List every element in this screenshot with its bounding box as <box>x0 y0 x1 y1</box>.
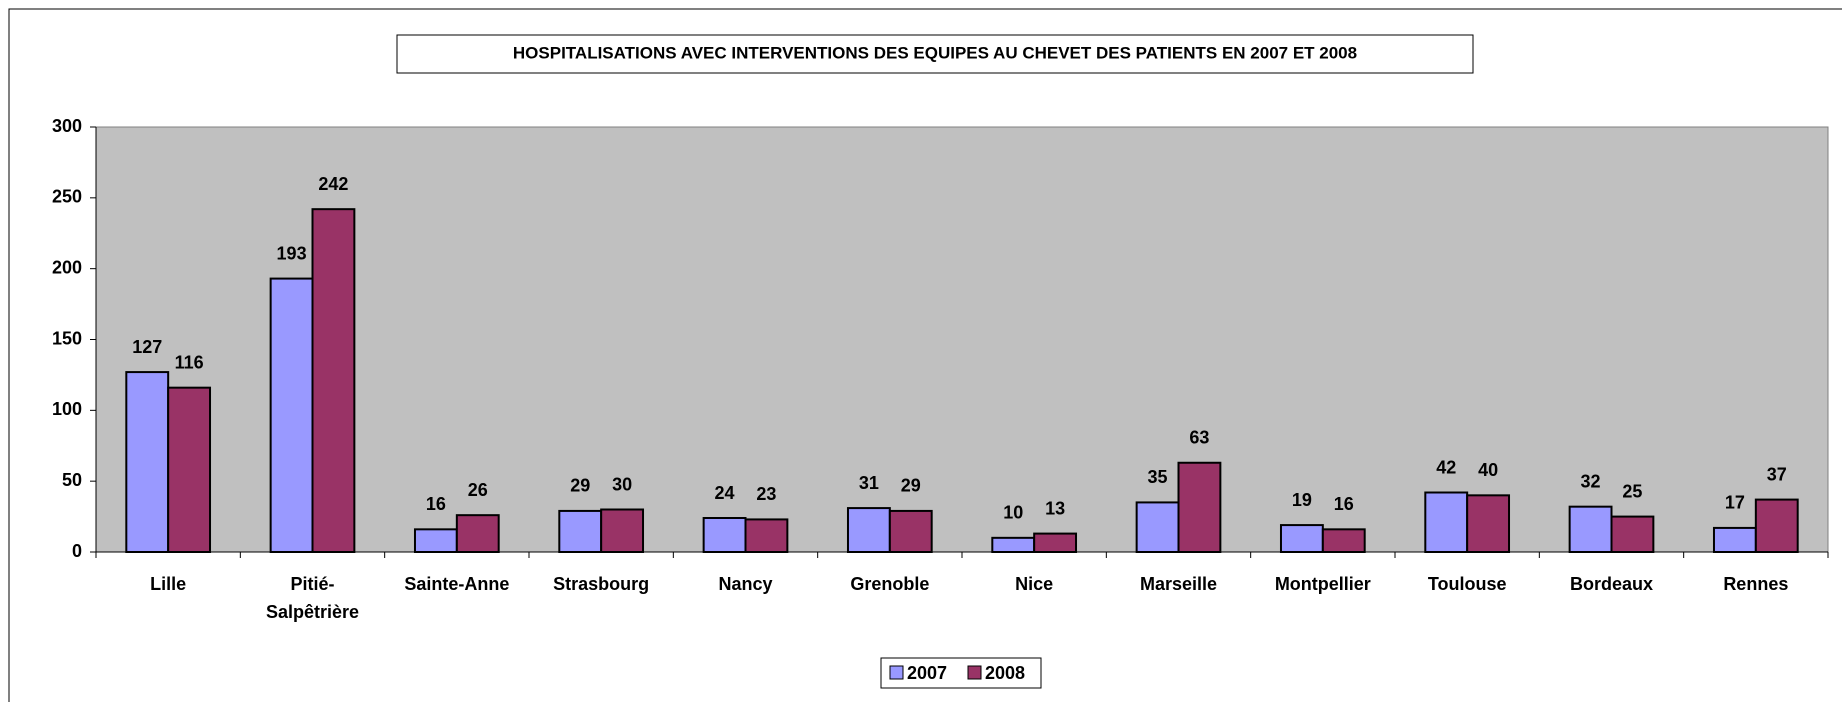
bar <box>1033 532 1078 553</box>
data-label: 116 <box>175 352 204 372</box>
bar <box>558 509 603 553</box>
data-label: 25 <box>1622 481 1642 501</box>
bar <box>413 528 458 553</box>
bar <box>888 509 933 553</box>
data-label: 13 <box>1045 498 1065 518</box>
data-label: 42 <box>1436 457 1456 477</box>
y-tick-label: 300 <box>52 116 82 136</box>
data-label: 19 <box>1292 490 1312 510</box>
bar <box>1424 491 1469 553</box>
data-label: 24 <box>715 483 735 503</box>
bar <box>1610 515 1655 553</box>
bar <box>1466 494 1511 554</box>
bar <box>269 277 314 553</box>
y-tick-label: 0 <box>72 541 82 561</box>
data-label: 29 <box>570 476 590 496</box>
y-tick-label: 50 <box>62 470 82 490</box>
bar <box>1135 501 1180 553</box>
y-tick-label: 250 <box>52 187 82 207</box>
bar <box>1177 461 1222 553</box>
y-tick-label: 150 <box>52 328 82 348</box>
title-box <box>396 34 1474 74</box>
bar <box>744 518 789 554</box>
bar <box>846 507 891 554</box>
x-tick-label: Nice <box>1015 574 1054 594</box>
bar <box>991 536 1036 553</box>
data-label: 31 <box>859 473 879 493</box>
data-label: 16 <box>1334 494 1354 514</box>
data-label: 30 <box>612 474 632 494</box>
data-label: 29 <box>901 476 921 496</box>
data-label: 35 <box>1148 467 1168 487</box>
data-label: 16 <box>426 494 446 514</box>
bar <box>125 371 170 554</box>
y-tick-label: 200 <box>52 257 82 277</box>
bar <box>600 508 645 553</box>
legend-box <box>880 657 1042 689</box>
data-label: 63 <box>1189 428 1209 448</box>
data-label: 40 <box>1478 460 1498 480</box>
x-tick-label: Rennes <box>1723 574 1789 594</box>
data-label: 17 <box>1725 493 1745 513</box>
x-tick-label: Sainte-Anne <box>404 574 510 594</box>
bar <box>1321 528 1366 553</box>
x-tick-label: Marseille <box>1139 574 1218 594</box>
data-label: 37 <box>1767 464 1787 484</box>
plot-area <box>95 126 1829 553</box>
chart-title: HOSPITALISATIONS AVEC INTERVENTIONS DES … <box>513 43 1357 62</box>
bar <box>455 514 500 554</box>
bar <box>1712 526 1757 554</box>
data-label: 193 <box>277 243 307 263</box>
legend-label: 2007 <box>907 663 947 683</box>
x-tick-label: Grenoble <box>850 574 930 594</box>
x-tick-label: Montpellier <box>1274 574 1371 594</box>
bar <box>167 386 212 553</box>
legend-label: 2008 <box>985 663 1025 683</box>
x-tick-label: Nancy <box>718 574 773 594</box>
bar <box>1279 524 1324 553</box>
legend-swatch <box>967 665 982 680</box>
data-label: 26 <box>468 480 488 500</box>
data-label: 32 <box>1581 471 1601 491</box>
bar <box>1568 505 1613 553</box>
bar <box>702 517 747 553</box>
x-tick-label: Lille <box>150 574 187 594</box>
bar <box>1754 498 1799 554</box>
bar <box>311 208 356 554</box>
legend-swatch <box>889 665 904 680</box>
x-tick-label: Pitié-Salpêtrière <box>265 574 360 622</box>
data-label: 242 <box>318 174 348 194</box>
chart-border <box>8 8 1842 702</box>
y-tick-label: 100 <box>52 399 82 419</box>
data-label: 127 <box>132 337 162 357</box>
x-tick-label: Strasbourg <box>553 574 650 594</box>
data-label: 23 <box>756 484 776 504</box>
x-tick-label: Bordeaux <box>1569 574 1654 594</box>
data-label: 10 <box>1003 503 1023 523</box>
x-tick-label: Toulouse <box>1427 574 1507 594</box>
